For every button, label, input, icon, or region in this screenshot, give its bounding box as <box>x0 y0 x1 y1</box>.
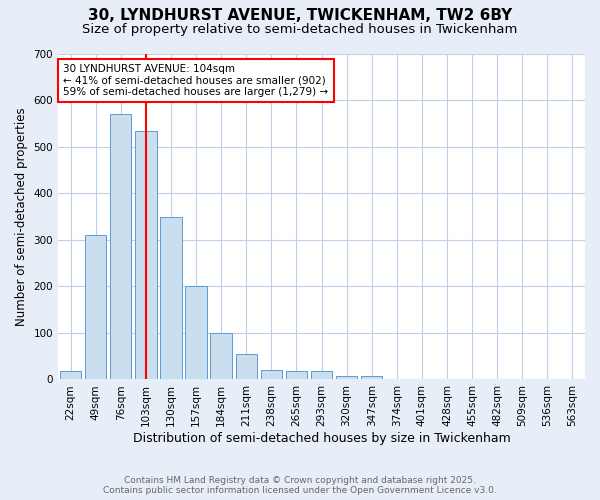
X-axis label: Distribution of semi-detached houses by size in Twickenham: Distribution of semi-detached houses by … <box>133 432 511 445</box>
Text: 30 LYNDHURST AVENUE: 104sqm
← 41% of semi-detached houses are smaller (902)
59% : 30 LYNDHURST AVENUE: 104sqm ← 41% of sem… <box>64 64 328 97</box>
Bar <box>135 130 157 380</box>
Y-axis label: Number of semi-detached properties: Number of semi-detached properties <box>15 108 28 326</box>
Bar <box>361 376 382 380</box>
Bar <box>85 236 106 380</box>
Text: Contains HM Land Registry data © Crown copyright and database right 2025.
Contai: Contains HM Land Registry data © Crown c… <box>103 476 497 495</box>
Bar <box>286 371 307 380</box>
Bar <box>336 376 357 380</box>
Bar <box>311 371 332 380</box>
Bar <box>260 370 282 380</box>
Bar <box>211 333 232 380</box>
Bar <box>185 286 207 380</box>
Text: Size of property relative to semi-detached houses in Twickenham: Size of property relative to semi-detach… <box>82 22 518 36</box>
Text: 30, LYNDHURST AVENUE, TWICKENHAM, TW2 6BY: 30, LYNDHURST AVENUE, TWICKENHAM, TW2 6B… <box>88 8 512 22</box>
Bar <box>160 216 182 380</box>
Bar <box>60 371 81 380</box>
Bar <box>110 114 131 380</box>
Bar <box>236 354 257 380</box>
